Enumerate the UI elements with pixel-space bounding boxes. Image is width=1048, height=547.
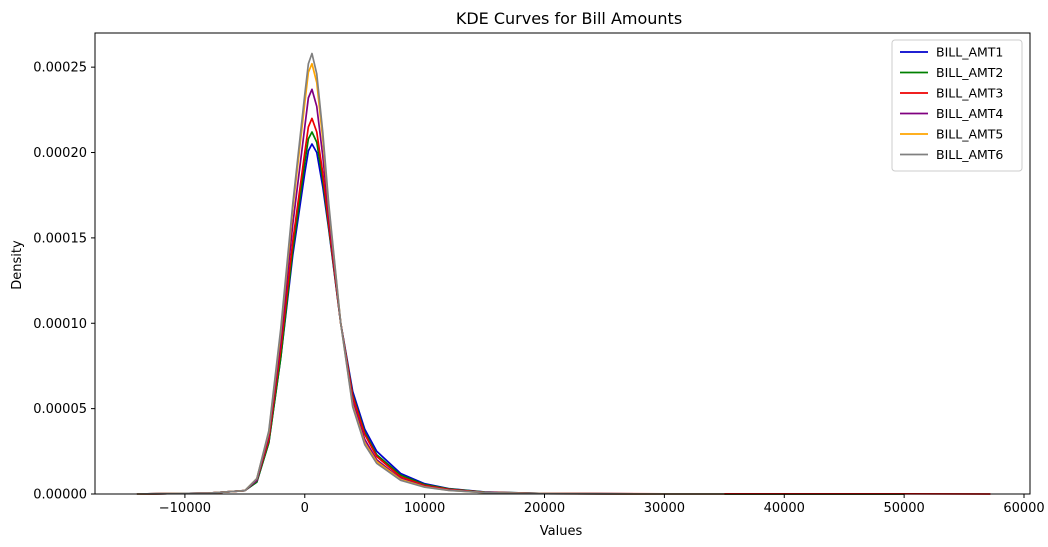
x-tick-label: 20000 [524,501,565,516]
series-line-bill-amt3 [136,117,991,495]
series-line-bill-amt6 [136,52,725,495]
x-tick-label: 40000 [764,501,805,516]
x-tick-label: 60000 [1003,501,1044,516]
legend-label-bill-amt2: BILL_AMT2 [936,65,1003,80]
series-line-bill-amt2 [136,131,905,495]
x-tick-label: −10000 [159,501,211,516]
legend-label-bill-amt3: BILL_AMT3 [936,86,1003,101]
x-tick-label: 30000 [644,501,685,516]
legend-label-bill-amt1: BILL_AMT1 [936,45,1003,60]
x-tick-label: 10000 [404,501,445,516]
x-axis-label: Values [540,524,583,539]
y-tick-label: 0.00010 [33,317,87,332]
y-tick-label: 0.00005 [33,402,87,417]
y-tick-label: 0.00025 [33,61,87,76]
legend-label-bill-amt4: BILL_AMT4 [936,106,1003,121]
chart-title: KDE Curves for Bill Amounts [456,9,682,28]
series-line-bill-amt4 [136,88,725,495]
y-tick-label: 0.00000 [33,488,87,503]
x-axis-ticks: −10000 0 10000 20000 30000 40000 50000 60000 [159,494,1045,516]
y-axis-ticks: 0.00000 0.00005 0.00010 0.00015 0.00020 0.000… [33,61,95,503]
y-tick-label: 0.00015 [33,231,87,246]
y-axis-label: Density [10,240,25,290]
legend: BILL_AMT1 BILL_AMT2 BILL_AMT3 BILL_AMT4 BILL… [891,39,1023,172]
legend-label-bill-amt5: BILL_AMT5 [936,127,1003,142]
series-line-bill-amt5 [136,62,725,495]
x-tick-label: 0 [301,501,309,516]
plot-frame [94,32,1031,495]
legend-label-bill-amt6: BILL_AMT6 [936,147,1003,162]
y-tick-label: 0.00020 [33,146,87,161]
x-tick-label: 50000 [883,501,924,516]
plot-area [94,32,1031,495]
series-line-bill-amt1 [136,143,905,495]
